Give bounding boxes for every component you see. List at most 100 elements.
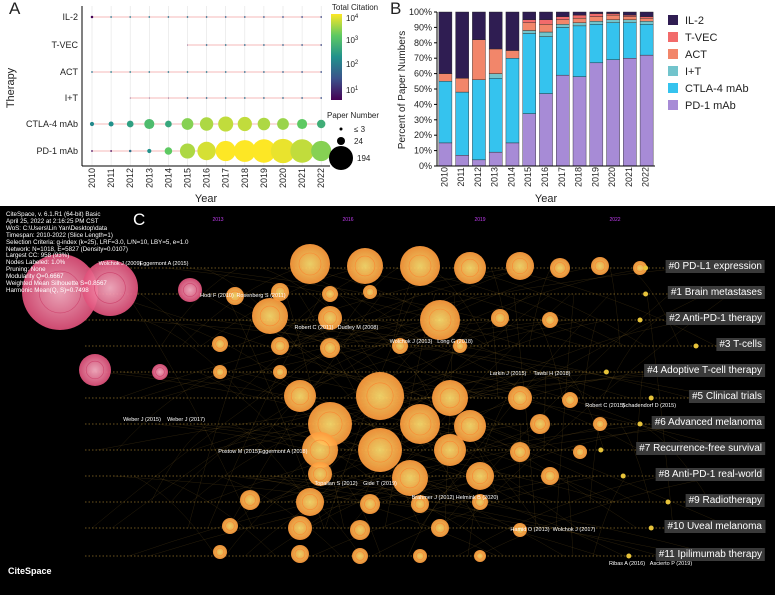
b-bar-IL-2-2022	[639, 11, 654, 17]
node-label: Helmink B (2020)	[456, 495, 499, 501]
citation-node	[352, 548, 368, 564]
b-bar-ACT-2016	[539, 24, 553, 33]
a-xtick-2012: 2012	[125, 168, 135, 188]
a-point-ACT-2012	[129, 71, 132, 73]
node-label: Weber J (2015)	[123, 417, 161, 423]
a-point-ACT-2020	[282, 71, 284, 73]
b-xlabel: Year	[535, 193, 558, 205]
b-legend-swatch-PD-1 mAb	[668, 100, 678, 110]
citation-node	[411, 495, 429, 513]
a-point-I+T-2014	[167, 97, 169, 99]
a-point-I+T-2013	[148, 97, 150, 99]
b-bar-I+T-2022	[639, 21, 654, 25]
b-bar-PD-1 mAb-2011	[455, 155, 469, 167]
b-bar-IL-2-2017	[556, 11, 570, 17]
a-point-CTLA-4 mAb-2022	[317, 119, 326, 129]
b-bar-CTLA-4 mAb-2015	[522, 33, 536, 114]
node-label: Schadendorf D (2015)	[622, 403, 676, 409]
size-legend-large-label: 194	[357, 154, 371, 163]
a-point-PD-1 mAb-2013	[147, 148, 152, 154]
size-legend-mid	[337, 137, 345, 145]
b-bar-CTLA-4 mAb-2010	[438, 81, 453, 144]
b-legend-swatch-I+T	[668, 66, 678, 76]
panel-c-letter: C	[133, 210, 146, 229]
node-label: Postow M (2015)	[218, 449, 260, 455]
b-xtick-2021: 2021	[624, 167, 634, 187]
a-point-PD-1 mAb-2020	[270, 138, 296, 164]
a-point-PD-1 mAb-2011	[110, 150, 112, 152]
b-bar-I+T-2018	[572, 22, 587, 27]
b-xtick-2011: 2011	[456, 167, 466, 186]
plot-area-a	[82, 6, 330, 166]
a-point-CTLA-4 mAb-2018	[237, 116, 252, 132]
cluster-label: #9 Radiotherapy	[685, 494, 765, 507]
b-bar-T-VEC-2016	[539, 19, 553, 25]
b-bar-T-VEC-2019	[589, 13, 604, 17]
citespace-info: CiteSpace, v. 6.1.R1 (64-bit) Basic April…	[6, 211, 188, 295]
colorbar-tick: 102	[346, 60, 359, 69]
b-bar-PD-1 mAb-2020	[606, 59, 620, 167]
cluster-label: #2 Anti-PD-1 therapy	[666, 312, 765, 325]
citation-node	[252, 298, 288, 334]
b-bar-CTLA-4 mAb-2021	[623, 22, 637, 59]
citespace-info-line: CiteSpace, v. 6.1.R1 (64-bit) Basic	[6, 211, 101, 218]
b-legend-label-T-VEC: T-VEC	[685, 32, 717, 44]
b-bar-IL-2-2021	[623, 11, 637, 16]
a-point-CTLA-4 mAb-2013	[144, 118, 155, 130]
citespace-info-line: WoS: C:\Users\Lin Yan\Desktop\data	[6, 224, 108, 232]
node-label: Topalian S (2012)	[314, 481, 357, 487]
panel-b-letter: B	[390, 0, 402, 18]
node-label: Rosenberg S (2011)	[236, 293, 285, 299]
citespace-info-line: Nodes Labeled: 1.0%	[6, 259, 66, 267]
b-bar-IL-2-2012	[472, 11, 486, 40]
b-xtick-2010: 2010	[439, 167, 449, 187]
citation-node	[240, 490, 260, 510]
a-point-PD-1 mAb-2012	[128, 149, 132, 153]
a-point-T-VEC-2021	[301, 44, 303, 46]
citation-node	[454, 252, 486, 284]
citation-node	[79, 354, 111, 386]
colorbar	[331, 14, 342, 100]
cluster-label: #11 Ipilimumab therapy	[655, 548, 765, 561]
b-ylabel: Percent of Paper Numbers	[397, 31, 408, 149]
a-point-ACT-2010	[91, 71, 93, 73]
a-point-IL-2-2014	[167, 16, 170, 18]
b-bar-PD-1 mAb-2012	[472, 159, 486, 167]
b-bar-CTLA-4 mAb-2022	[639, 24, 654, 56]
b-ytick: 20%	[414, 130, 432, 140]
b-bar-CTLA-4 mAb-2013	[488, 78, 503, 153]
b-bar-T-VEC-2017	[556, 16, 570, 20]
a-point-CTLA-4 mAb-2014	[165, 120, 172, 128]
b-bar-T-VEC-2021	[623, 14, 637, 17]
size-legend-small-label: ≤ 3	[354, 125, 366, 134]
node-label: Ribas A (2016)	[609, 561, 645, 567]
timeline-year: 2019	[474, 217, 485, 223]
b-legend-swatch-CTLA-4 mAb	[668, 83, 678, 93]
node-label: Ascierto P (2019)	[650, 561, 693, 567]
citation-node	[291, 545, 309, 563]
b-bar-ACT-2015	[522, 22, 536, 31]
b-xtick-2017: 2017	[557, 167, 567, 187]
b-xtick-2014: 2014	[506, 167, 516, 187]
b-xtick-2018: 2018	[574, 167, 584, 187]
colorbar-tick: 104	[346, 14, 359, 23]
b-bar-IL-2-2011	[455, 11, 469, 79]
citation-node	[152, 364, 168, 380]
b-xtick-2020: 2020	[607, 167, 617, 187]
citation-node	[434, 434, 466, 466]
citation-node	[82, 260, 138, 316]
citespace-info-line: Pruning: None	[6, 266, 46, 274]
a-point-I+T-2017	[224, 97, 227, 99]
a-ytick-I+T: I+T	[65, 93, 79, 103]
citation-node	[400, 246, 440, 286]
a-point-PD-1 mAb-2015	[179, 143, 196, 159]
a-point-PD-1 mAb-2014	[164, 147, 173, 155]
size-legend-small	[339, 127, 343, 131]
b-bar-ACT-2010	[438, 73, 453, 82]
citespace-info-line: Harmonic Mean(Q, S)=0.7498	[6, 286, 89, 294]
a-xlabel: Year	[195, 193, 218, 205]
citation-node	[633, 261, 647, 275]
citation-node	[302, 432, 338, 468]
b-legend-label-I+T: I+T	[685, 66, 701, 78]
b-bar-I+T-2020	[606, 19, 620, 23]
